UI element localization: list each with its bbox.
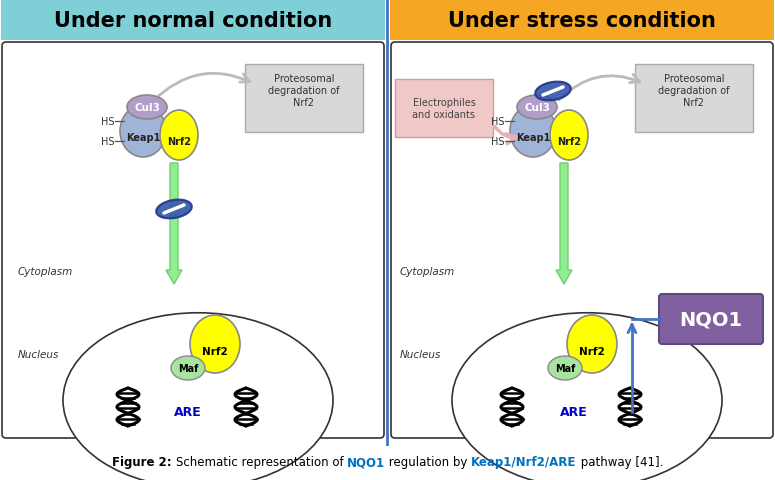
- Polygon shape: [166, 164, 182, 285]
- Text: HS: HS: [491, 117, 504, 127]
- Text: Nrf2: Nrf2: [202, 346, 228, 356]
- FancyBboxPatch shape: [391, 43, 773, 438]
- Text: Figure 2:: Figure 2:: [112, 456, 176, 468]
- Text: ARE: ARE: [174, 406, 202, 419]
- Text: NQO1: NQO1: [680, 310, 742, 329]
- Bar: [395, 80, 493, 138]
- Text: pathway [41].: pathway [41].: [577, 456, 663, 468]
- Text: Electrophiles
and oxidants: Electrophiles and oxidants: [412, 98, 476, 120]
- Ellipse shape: [517, 96, 557, 120]
- Ellipse shape: [510, 106, 556, 157]
- Ellipse shape: [171, 356, 205, 380]
- Text: Nrf2: Nrf2: [167, 137, 191, 147]
- Text: Under normal condition: Under normal condition: [54, 11, 332, 31]
- Text: NQO1: NQO1: [347, 456, 385, 468]
- Text: Proteosomal
degradation of
Nrf2: Proteosomal degradation of Nrf2: [268, 74, 339, 108]
- Text: Keap1: Keap1: [516, 133, 550, 143]
- Text: Nrf2: Nrf2: [557, 137, 581, 147]
- Ellipse shape: [120, 106, 166, 157]
- FancyBboxPatch shape: [2, 43, 384, 438]
- Text: Nucleus: Nucleus: [400, 349, 442, 359]
- Text: Maf: Maf: [177, 363, 198, 373]
- Text: HS: HS: [491, 137, 504, 147]
- Ellipse shape: [567, 315, 617, 373]
- Ellipse shape: [452, 313, 722, 480]
- Ellipse shape: [160, 111, 198, 161]
- Text: regulation by: regulation by: [385, 456, 471, 468]
- Bar: [635, 65, 753, 133]
- Ellipse shape: [536, 83, 571, 101]
- FancyBboxPatch shape: [659, 294, 763, 344]
- Text: Under stress condition: Under stress condition: [448, 11, 716, 31]
- Text: Cul3: Cul3: [134, 103, 160, 113]
- Text: Proteosomal
degradation of
Nrf2: Proteosomal degradation of Nrf2: [658, 74, 730, 108]
- Polygon shape: [556, 164, 572, 285]
- Ellipse shape: [548, 356, 582, 380]
- Text: ARE: ARE: [560, 406, 588, 419]
- Text: HS: HS: [101, 137, 114, 147]
- Text: Schematic representation of: Schematic representation of: [176, 456, 347, 468]
- Ellipse shape: [127, 96, 167, 120]
- Ellipse shape: [63, 313, 333, 480]
- Text: Cytoplasm: Cytoplasm: [400, 266, 455, 276]
- Bar: [245, 65, 363, 133]
- Text: Cytoplasm: Cytoplasm: [18, 266, 74, 276]
- Bar: [1, 1, 385, 41]
- Text: Keap1/Nrf2/ARE: Keap1/Nrf2/ARE: [471, 456, 577, 468]
- Text: Keap1: Keap1: [126, 133, 160, 143]
- Ellipse shape: [190, 315, 240, 373]
- Ellipse shape: [550, 111, 588, 161]
- Text: Cul3: Cul3: [524, 103, 550, 113]
- Ellipse shape: [157, 200, 191, 219]
- Bar: [390, 1, 774, 41]
- Text: Maf: Maf: [555, 363, 575, 373]
- Text: Nrf2: Nrf2: [579, 346, 604, 356]
- Text: HS: HS: [101, 117, 114, 127]
- Text: Nucleus: Nucleus: [18, 349, 60, 359]
